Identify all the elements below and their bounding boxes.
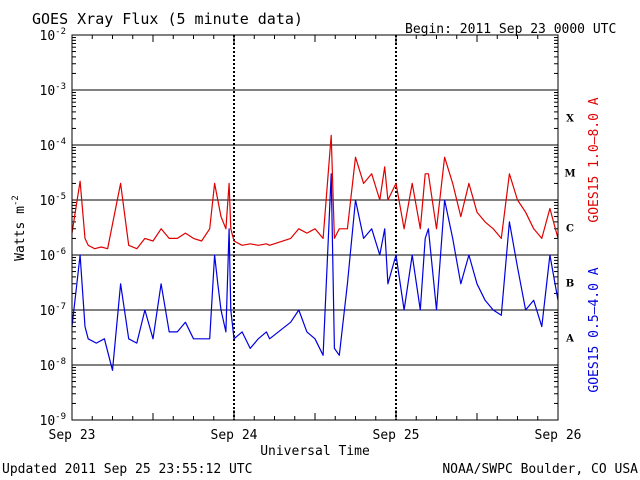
y-axis-title-sup: -2 <box>11 195 21 206</box>
x-axis-ticks: Sep 23 Sep 24 Sep 25 Sep 26 <box>49 35 582 443</box>
plot-frame <box>71 34 559 421</box>
y-tick-label-base: 10 <box>40 139 56 154</box>
begin-timestamp: Begin: 2011 Sep 23 0000 UTC <box>405 22 616 37</box>
flare-class-label: X <box>566 114 574 125</box>
y-tick-label: 10-8 <box>40 357 67 374</box>
flare-class-label: C <box>566 224 574 235</box>
credit-label: NOAA/SWPC Boulder, CO USA <box>442 462 638 477</box>
y-tick-label-base: 10 <box>40 249 56 264</box>
x-tick-label: Sep 24 <box>211 428 258 443</box>
x-axis-title: Universal Time <box>260 444 370 459</box>
chart-title: GOES Xray Flux (5 minute data) <box>32 10 303 28</box>
y-tick-label: 10-3 <box>40 82 67 99</box>
legend-blue: GOES15 0.5–4.0 A <box>587 267 602 392</box>
y-tick-label-base: 10 <box>40 194 56 209</box>
y-axis-title-text: Watts m <box>13 206 28 261</box>
y-axis-title-group: Watts m-2 <box>11 195 28 261</box>
x-tick-label: Sep 25 <box>373 428 420 443</box>
y-tick-label: 10-7 <box>40 302 67 319</box>
day-dividers <box>233 35 397 420</box>
flare-class-label: M <box>564 169 575 180</box>
flare-class-label: A <box>565 334 574 345</box>
y-axis-ticks: 10-910-810-710-610-510-410-310-2 <box>40 27 558 429</box>
flare-class-labels: A B C M X <box>564 114 575 345</box>
y-tick-label-exp: -4 <box>55 137 66 147</box>
x-tick-label: Sep 23 <box>49 428 96 443</box>
y-tick-label: 10-2 <box>40 27 67 44</box>
y-tick-label: 10-4 <box>40 137 67 154</box>
y-tick-label-exp: -7 <box>55 302 66 312</box>
y-tick-label-exp: -8 <box>55 357 66 367</box>
y-tick-label-exp: -2 <box>55 27 66 37</box>
y-axis-title: Watts m-2 <box>11 195 28 261</box>
legend-label-goes15-long: GOES15 1.0–8.0 A <box>587 97 602 222</box>
y-tick-label-base: 10 <box>40 29 56 44</box>
flare-class-label: B <box>566 279 574 290</box>
y-tick-label-base: 10 <box>40 84 56 99</box>
y-tick-label-base: 10 <box>40 414 56 429</box>
legend-label-goes15-short: GOES15 0.5–4.0 A <box>587 267 602 392</box>
y-tick-label: 10-9 <box>40 412 67 429</box>
y-tick-label-exp: -6 <box>55 247 66 257</box>
y-tick-label: 10-6 <box>40 247 67 264</box>
updated-timestamp: Updated 2011 Sep 25 23:55:12 UTC <box>2 462 252 477</box>
series-line-goes15-1-0-8-0-a <box>71 134 559 250</box>
y-tick-label-exp: -3 <box>55 82 66 92</box>
y-tick-label-exp: -9 <box>55 412 66 422</box>
y-tick-label: 10-5 <box>40 192 67 209</box>
series-line-goes15-0-5-4-0-a <box>71 173 559 371</box>
gridlines <box>72 89 558 366</box>
y-tick-label-base: 10 <box>40 359 56 374</box>
x-tick-label: Sep 26 <box>535 428 582 443</box>
series-lines <box>71 134 559 371</box>
y-tick-label-exp: -5 <box>55 192 66 202</box>
legend-red: GOES15 1.0–8.0 A <box>587 97 602 222</box>
y-tick-label-base: 10 <box>40 304 56 319</box>
